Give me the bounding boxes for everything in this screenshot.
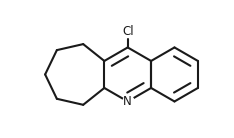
Text: N: N: [123, 95, 132, 108]
Text: Cl: Cl: [122, 25, 134, 38]
